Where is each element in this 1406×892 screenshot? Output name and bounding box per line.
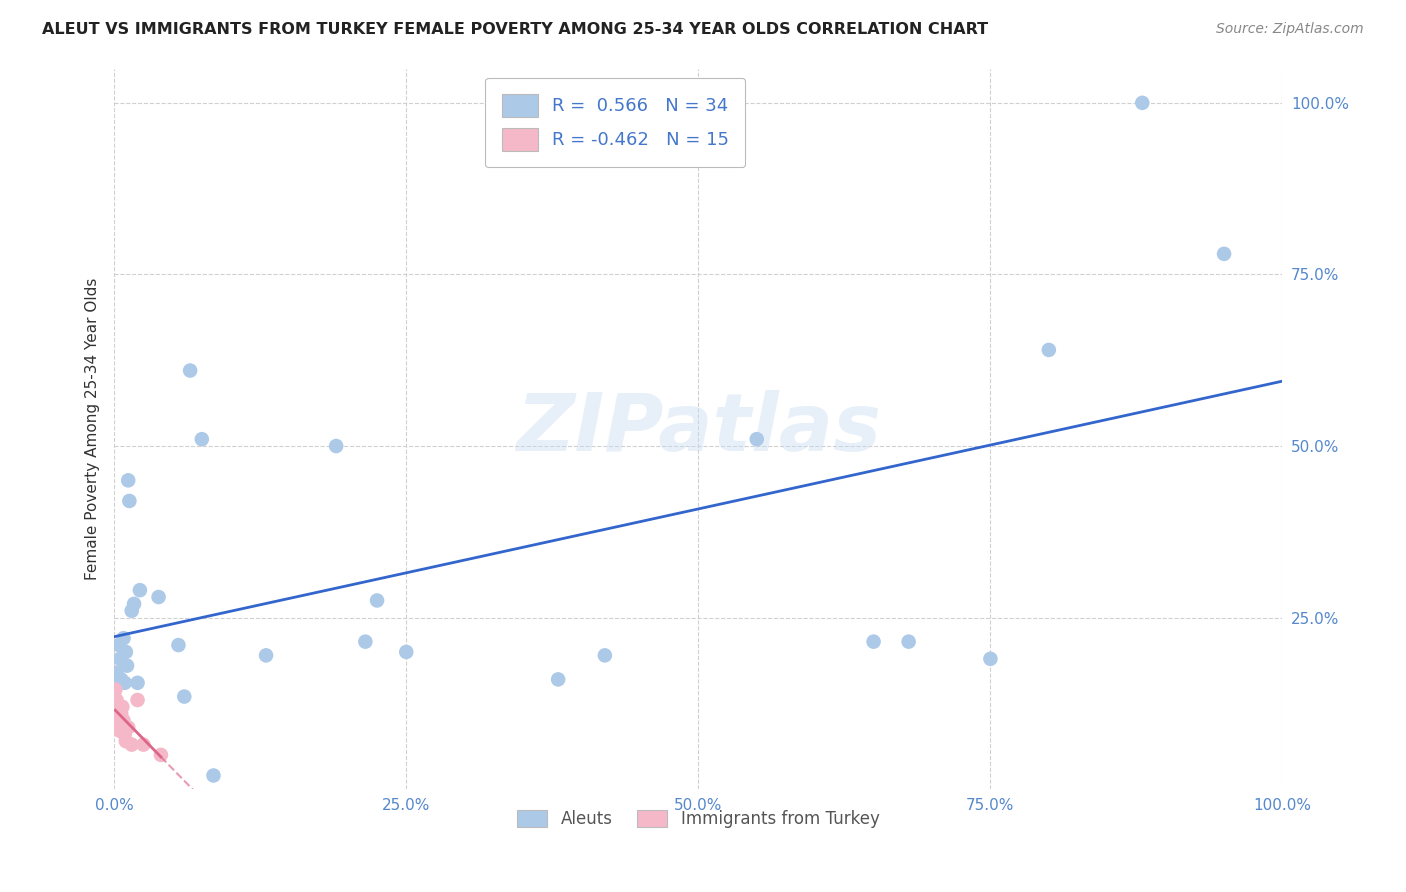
Point bbox=[395, 645, 418, 659]
Point bbox=[191, 432, 214, 446]
Point bbox=[111, 699, 134, 714]
Point bbox=[547, 673, 569, 687]
Point bbox=[115, 645, 138, 659]
Point bbox=[114, 676, 136, 690]
Point bbox=[1038, 343, 1060, 357]
Point bbox=[593, 648, 616, 663]
Point bbox=[148, 590, 170, 604]
Point bbox=[979, 652, 1001, 666]
Point bbox=[127, 693, 149, 707]
Point bbox=[121, 604, 143, 618]
Point bbox=[254, 648, 277, 663]
Point bbox=[745, 432, 768, 446]
Point bbox=[117, 721, 139, 735]
Point bbox=[110, 706, 132, 721]
Legend: Aleuts, Immigrants from Turkey: Aleuts, Immigrants from Turkey bbox=[510, 804, 886, 835]
Y-axis label: Female Poverty Among 25-34 Year Olds: Female Poverty Among 25-34 Year Olds bbox=[86, 277, 100, 580]
Point bbox=[110, 673, 132, 687]
Point bbox=[366, 593, 388, 607]
Point bbox=[127, 676, 149, 690]
Point bbox=[1213, 247, 1236, 261]
Point bbox=[104, 682, 127, 697]
Point bbox=[108, 723, 131, 738]
Point bbox=[117, 474, 139, 488]
Point bbox=[325, 439, 347, 453]
Point bbox=[149, 747, 172, 762]
Point bbox=[108, 652, 131, 666]
Point bbox=[114, 727, 136, 741]
Point bbox=[122, 597, 145, 611]
Point bbox=[112, 714, 135, 728]
Point bbox=[112, 631, 135, 645]
Point bbox=[862, 634, 884, 648]
Text: ZIPatlas: ZIPatlas bbox=[516, 390, 880, 468]
Point bbox=[179, 363, 201, 377]
Point bbox=[105, 693, 128, 707]
Point bbox=[897, 634, 920, 648]
Point bbox=[132, 738, 155, 752]
Text: ALEUT VS IMMIGRANTS FROM TURKEY FEMALE POVERTY AMONG 25-34 YEAR OLDS CORRELATION: ALEUT VS IMMIGRANTS FROM TURKEY FEMALE P… bbox=[42, 22, 988, 37]
Point bbox=[173, 690, 195, 704]
Point bbox=[108, 699, 131, 714]
Point bbox=[118, 494, 141, 508]
Point bbox=[105, 665, 128, 680]
Point bbox=[1130, 95, 1153, 110]
Point bbox=[167, 638, 190, 652]
Point bbox=[202, 768, 225, 782]
Point bbox=[108, 638, 131, 652]
Point bbox=[107, 714, 129, 728]
Point bbox=[128, 583, 150, 598]
Point bbox=[115, 658, 138, 673]
Point bbox=[354, 634, 377, 648]
Point bbox=[115, 734, 138, 748]
Text: Source: ZipAtlas.com: Source: ZipAtlas.com bbox=[1216, 22, 1364, 37]
Point bbox=[121, 738, 143, 752]
